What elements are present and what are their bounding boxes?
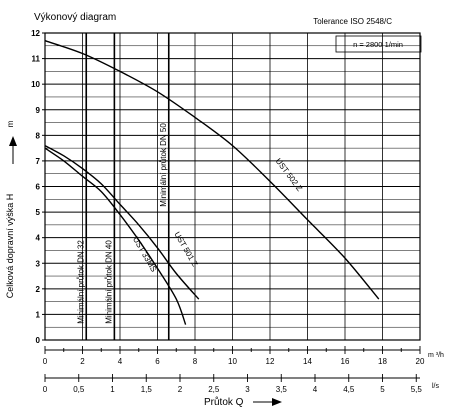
x-tick-label: 0 xyxy=(43,357,48,366)
curve-label: UST 33MS xyxy=(131,235,158,273)
x-axis-flow-ls: 0 0,5 1 1,5 2 2,5 3 3,5 4 4,5 5 5,5 xyxy=(43,374,423,394)
x-axis-label: Průtok Q xyxy=(204,396,244,408)
x-axis-flow-m3h: 0 2 4 6 8 10 12 14 16 18 20 xyxy=(43,346,425,366)
y-tick-label: 1 xyxy=(36,310,41,319)
curve-labels: UST 502 Z UST 501 Z UST 33MS xyxy=(131,157,304,274)
y-tick-label: 4 xyxy=(36,234,41,243)
y-tick-label: 9 xyxy=(36,106,41,115)
x-tick-label: 16 xyxy=(341,357,350,366)
y-axis-unit: m xyxy=(6,120,15,127)
curves xyxy=(44,40,380,325)
y-tick-label: 2 xyxy=(36,285,41,294)
min-flow-label: Minimální průtok DN 50 xyxy=(159,123,168,207)
x2-tick-label: 5,5 xyxy=(411,385,423,394)
curve-label: UST 501 Z xyxy=(172,230,199,268)
y-tick-label: 8 xyxy=(36,131,41,140)
speed-box xyxy=(335,35,422,53)
x2-tick-label: 1 xyxy=(110,385,115,394)
y-axis-label: Celková dopravní výška H xyxy=(5,194,15,299)
x2-tick-label: 2 xyxy=(178,385,183,394)
x-axis-arrow-icon xyxy=(253,398,282,406)
x-tick-label: 14 xyxy=(303,357,312,366)
grid xyxy=(44,32,421,341)
curve-ust-33ms xyxy=(44,147,187,325)
curve-label: UST 502 Z xyxy=(274,157,304,193)
x-tick-label: 8 xyxy=(193,357,198,366)
x2-tick-label: 0,5 xyxy=(73,385,85,394)
min-flow-lines: Minimální průtok DN 32 Minimální průtok D… xyxy=(76,33,170,340)
x-axis-unit-primary: m ³/h xyxy=(428,352,444,359)
tolerance-label: Tolerance ISO 2548/C xyxy=(313,17,392,26)
y-tick-label: 0 xyxy=(36,336,41,345)
x-tick-label: 18 xyxy=(378,357,387,366)
x-tick-label: 20 xyxy=(416,357,425,366)
y-tick-label: 6 xyxy=(36,183,41,192)
speed-label: n = 2800 1/min xyxy=(353,40,403,49)
y-axis-arrow-icon xyxy=(9,136,17,164)
x-tick-label: 4 xyxy=(118,357,123,366)
x2-tick-label: 0 xyxy=(43,385,48,394)
y-tick-label: 5 xyxy=(36,208,41,217)
x-tick-label: 12 xyxy=(266,357,275,366)
min-flow-label: Minimální průtok DN 40 xyxy=(104,240,113,324)
x-axis-unit-secondary: l/s xyxy=(432,383,440,390)
y-tick-label: 11 xyxy=(32,55,41,64)
min-flow-label: Minimální průtok DN 32 xyxy=(76,240,85,324)
y-tick-label: 12 xyxy=(31,29,40,38)
x-tick-label: 10 xyxy=(228,357,237,366)
chart-title: Výkonový diagram xyxy=(34,12,116,23)
x2-tick-label: 3 xyxy=(245,385,250,394)
x2-tick-label: 3,5 xyxy=(276,385,288,394)
y-tick-label: 7 xyxy=(36,157,41,166)
x2-tick-label: 4 xyxy=(313,385,318,394)
x-tick-label: 6 xyxy=(155,357,160,366)
x-tick-label: 2 xyxy=(80,357,85,366)
y-tick-label: 3 xyxy=(36,259,41,268)
y-tick-label: 10 xyxy=(31,80,40,89)
x2-tick-label: 5 xyxy=(380,385,385,394)
x2-tick-label: 2,5 xyxy=(208,385,220,394)
x2-tick-label: 1,5 xyxy=(141,385,153,394)
x2-tick-label: 4,5 xyxy=(343,385,355,394)
curve-ust-501-z xyxy=(44,144,200,300)
curve-ust-502-z xyxy=(44,40,380,300)
